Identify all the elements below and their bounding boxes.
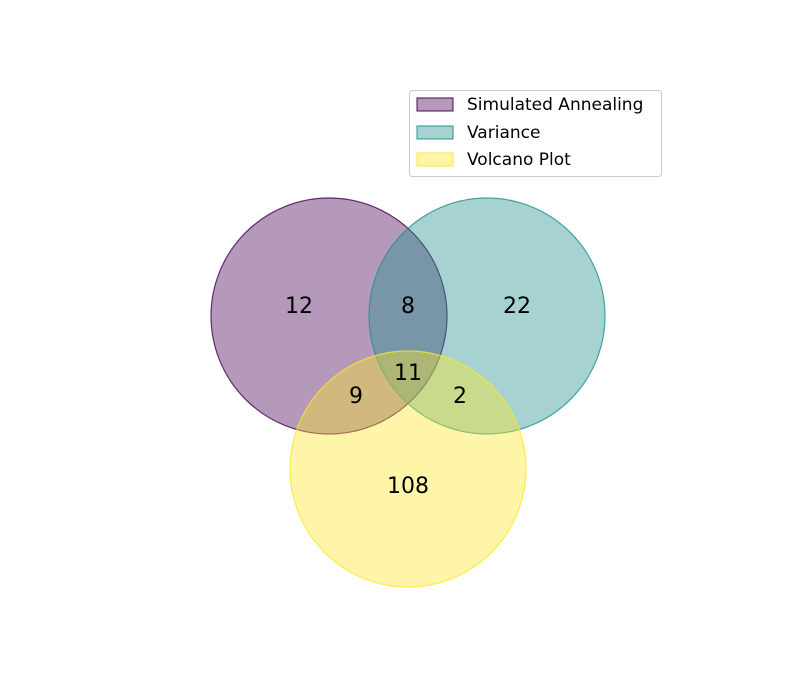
legend-label-variance: Variance: [467, 123, 540, 143]
legend-swatch-simulated-annealing: [416, 97, 454, 112]
circle-volcano-plot: [289, 350, 527, 588]
region-label-sa-variance: 8: [401, 294, 415, 319]
legend-label-simulated-annealing: Simulated Annealing: [467, 95, 643, 115]
circle-variance: [368, 197, 606, 435]
legend-frame: [409, 90, 662, 177]
set-circles: [210, 197, 606, 588]
region-label-sa-volcano: 9: [349, 384, 363, 409]
region-label-all-three: 11: [394, 361, 422, 386]
legend-swatch-variance: [416, 125, 454, 140]
region-label-volcano-plot-only: 108: [387, 474, 429, 499]
circle-simulated-annealing: [210, 197, 448, 435]
region-labels: 12 22 108 8 9 2 11: [285, 294, 531, 499]
legend-swatch-volcano-plot: [416, 152, 454, 167]
region-label-variance-volcano: 2: [453, 384, 467, 409]
legend: Simulated Annealing Variance Volcano Plo…: [409, 90, 662, 177]
region-label-variance-only: 22: [503, 294, 531, 319]
region-label-simulated-annealing-only: 12: [285, 294, 313, 319]
legend-label-volcano-plot: Volcano Plot: [467, 150, 571, 170]
